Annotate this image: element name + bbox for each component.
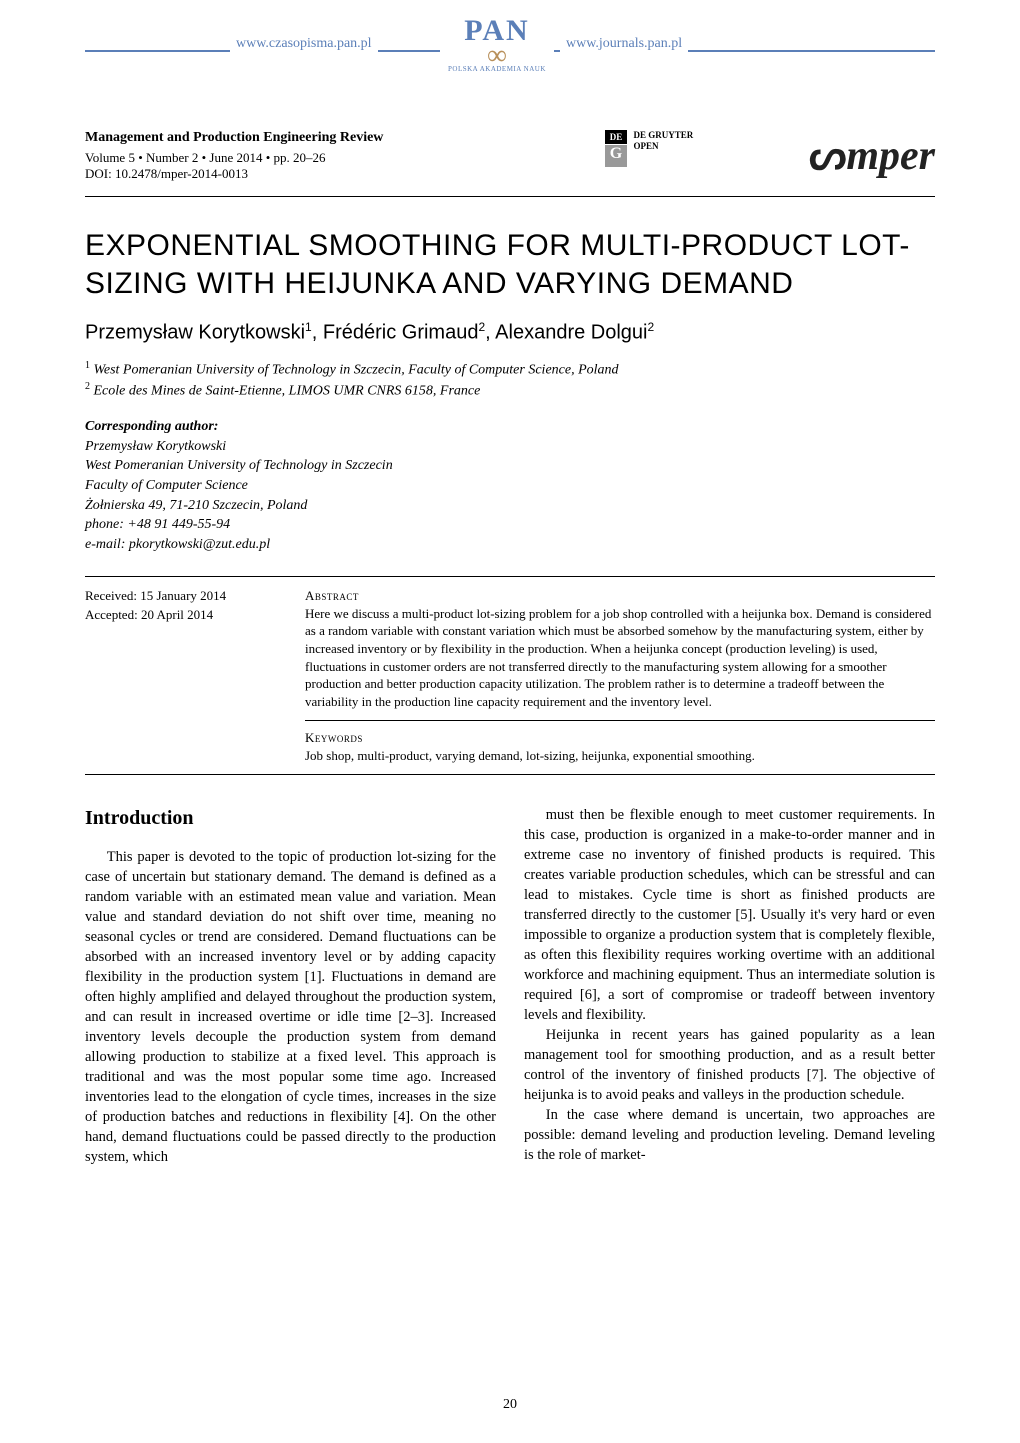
abstract-text: Here we discuss a multi-product lot-sizi… — [305, 605, 935, 710]
col2-p1: must then be flexible enough to meet cus… — [524, 805, 935, 1025]
infinity-icon: ∞ — [448, 48, 546, 65]
mper-logo-text: mper — [846, 133, 935, 179]
body-columns: Introduction This paper is devoted to th… — [85, 805, 935, 1167]
keywords-text: Job shop, multi-product, varying demand,… — [305, 747, 935, 765]
received-date: Received: 15 January 2014 — [85, 587, 293, 605]
corresponding-author: Corresponding author: Przemysław Korytko… — [85, 417, 935, 554]
journal-title: Management and Production Engineering Re… — [85, 130, 605, 146]
corresponding-phone: phone: +48 91 449-55-94 — [85, 515, 935, 535]
keywords-head: Keywords — [305, 729, 935, 747]
column-left: Introduction This paper is devoted to th… — [85, 805, 496, 1167]
mper-curl-icon: ᔓ — [809, 130, 846, 180]
corresponding-name: Przemysław Korytkowski — [85, 437, 935, 457]
abstract-dates: Received: 15 January 2014 Accepted: 20 A… — [85, 587, 305, 764]
pan-logo-subtext: POLSKA AKADEMIA NAUK — [448, 65, 546, 73]
page-number: 20 — [0, 1397, 1020, 1413]
banner-left-url: www.czasopisma.pan.pl — [230, 36, 378, 52]
degruyter-line2: OPEN — [634, 141, 659, 151]
corresponding-email: e-mail: pkorytkowski@zut.edu.pl — [85, 535, 935, 555]
degruyter-g: G — [605, 145, 627, 167]
corresponding-label: Corresponding author: — [85, 417, 935, 437]
author-3: Alexandre Dolgui — [495, 322, 647, 344]
paper-title: EXPONENTIAL SMOOTHING FOR MULTI-PRODUCT … — [85, 227, 935, 302]
degruyter-de: DE — [605, 130, 627, 144]
corresponding-faculty: Faculty of Computer Science — [85, 476, 935, 496]
abstract-inner-rule — [305, 720, 935, 721]
abstract-body: Abstract Here we discuss a multi-product… — [305, 587, 935, 764]
authors: Przemysław Korytkowski1, Frédéric Grimau… — [85, 320, 935, 345]
abstract-block: Received: 15 January 2014 Accepted: 20 A… — [85, 576, 935, 775]
affiliations: 1 West Pomeranian University of Technolo… — [85, 359, 935, 402]
degruyter-logo: DE G DE GRUYTER OPEN — [605, 130, 735, 168]
corresponding-inst: West Pomeranian University of Technology… — [85, 456, 935, 476]
col1-p1: This paper is devoted to the topic of pr… — [85, 847, 496, 1167]
journal-meta: Management and Production Engineering Re… — [85, 130, 605, 182]
journal-volume-line: Volume 5 • Number 2 • June 2014 • pp. 20… — [85, 150, 605, 166]
author-1-aff: 1 — [305, 320, 312, 334]
top-banner: www.czasopisma.pan.pl PAN ∞ POLSKA AKADE… — [0, 0, 1020, 110]
affiliation-2: 2 Ecole des Mines de Saint-Etienne, LIMO… — [85, 380, 935, 401]
author-2-aff: 2 — [478, 320, 485, 334]
abstract-head: Abstract — [305, 587, 935, 605]
column-right: must then be flexible enough to meet cus… — [524, 805, 935, 1167]
section-head-introduction: Introduction — [85, 805, 496, 833]
col2-p2: Heijunka in recent years has gained popu… — [524, 1025, 935, 1105]
pan-logo: PAN ∞ POLSKA AKADEMIA NAUK — [440, 14, 554, 73]
affiliation-1: 1 West Pomeranian University of Technolo… — [85, 359, 935, 380]
author-3-aff: 2 — [648, 320, 655, 334]
banner-right-url: www.journals.pan.pl — [560, 36, 688, 52]
accepted-date: Accepted: 20 April 2014 — [85, 606, 293, 624]
author-1: Przemysław Korytkowski — [85, 322, 305, 344]
header-rule — [85, 196, 935, 197]
journal-doi: DOI: 10.2478/mper-2014-0013 — [85, 166, 605, 182]
author-2: Frédéric Grimaud — [323, 322, 479, 344]
degruyter-line1: DE GRUYTER — [634, 130, 694, 140]
mper-logo: ᔓmper — [735, 130, 935, 180]
corresponding-address: Żołnierska 49, 71-210 Szczecin, Poland — [85, 496, 935, 516]
header-row: Management and Production Engineering Re… — [0, 110, 1020, 182]
col2-p3: In the case where demand is uncertain, t… — [524, 1105, 935, 1165]
